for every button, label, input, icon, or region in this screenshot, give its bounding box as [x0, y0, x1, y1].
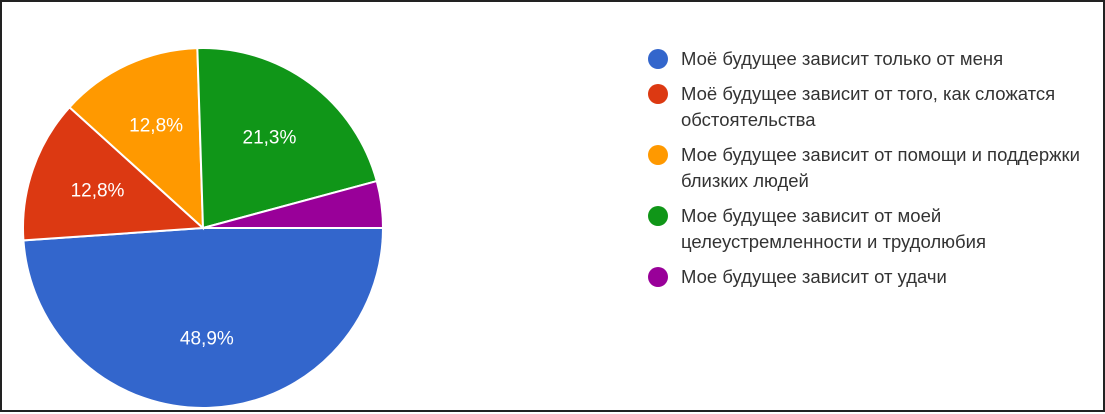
legend-swatch [648, 206, 668, 226]
pie-slice-3[interactable] [196, 47, 378, 230]
legend-label: Моё будущее зависит от того, как сложатс… [681, 83, 1056, 130]
legend-label: Мое будущее зависит от помощи и поддержк… [681, 144, 1080, 191]
legend-swatch [648, 267, 668, 287]
legend-item[interactable]: Мое будущее зависит от удачи [648, 264, 1098, 290]
pie-chart: 48,9% 12,8% 12,8% 21,3% [22, 47, 385, 409]
legend-item[interactable]: Моё будущее зависит от того, как сложатс… [648, 81, 1098, 133]
pie-slice-label-3: 21,3% [243, 127, 297, 148]
legend-label: Моё будущее зависит только от меня [681, 48, 1004, 69]
legend-item[interactable]: Моё будущее зависит только от меня [648, 46, 1098, 72]
legend: Моё будущее зависит только от меня Моё б… [648, 46, 1098, 299]
pie-slices [22, 47, 385, 409]
pie-slice-2[interactable] [68, 47, 205, 231]
legend-item[interactable]: Мое будущее зависит от моей целеустремле… [648, 203, 1098, 255]
pie-slice-labels: 48,9% 12,8% 12,8% 21,3% [71, 116, 297, 350]
pie-slice-0[interactable] [22, 227, 385, 409]
legend-swatch [648, 84, 668, 104]
legend-label: Мое будущее зависит от моей целеустремле… [681, 205, 986, 252]
legend-label: Мое будущее зависит от удачи [681, 266, 947, 287]
pie-slice-label-2: 12,8% [129, 116, 183, 137]
legend-item[interactable]: Мое будущее зависит от помощи и поддержк… [648, 142, 1098, 194]
pie-slice-label-1: 12,8% [71, 181, 125, 202]
legend-swatch [648, 145, 668, 165]
legend-swatch [648, 49, 668, 69]
pie-slice-label-0: 48,9% [180, 329, 234, 350]
pie-slice-4[interactable] [202, 179, 385, 229]
pie-slice-1[interactable] [22, 105, 206, 242]
